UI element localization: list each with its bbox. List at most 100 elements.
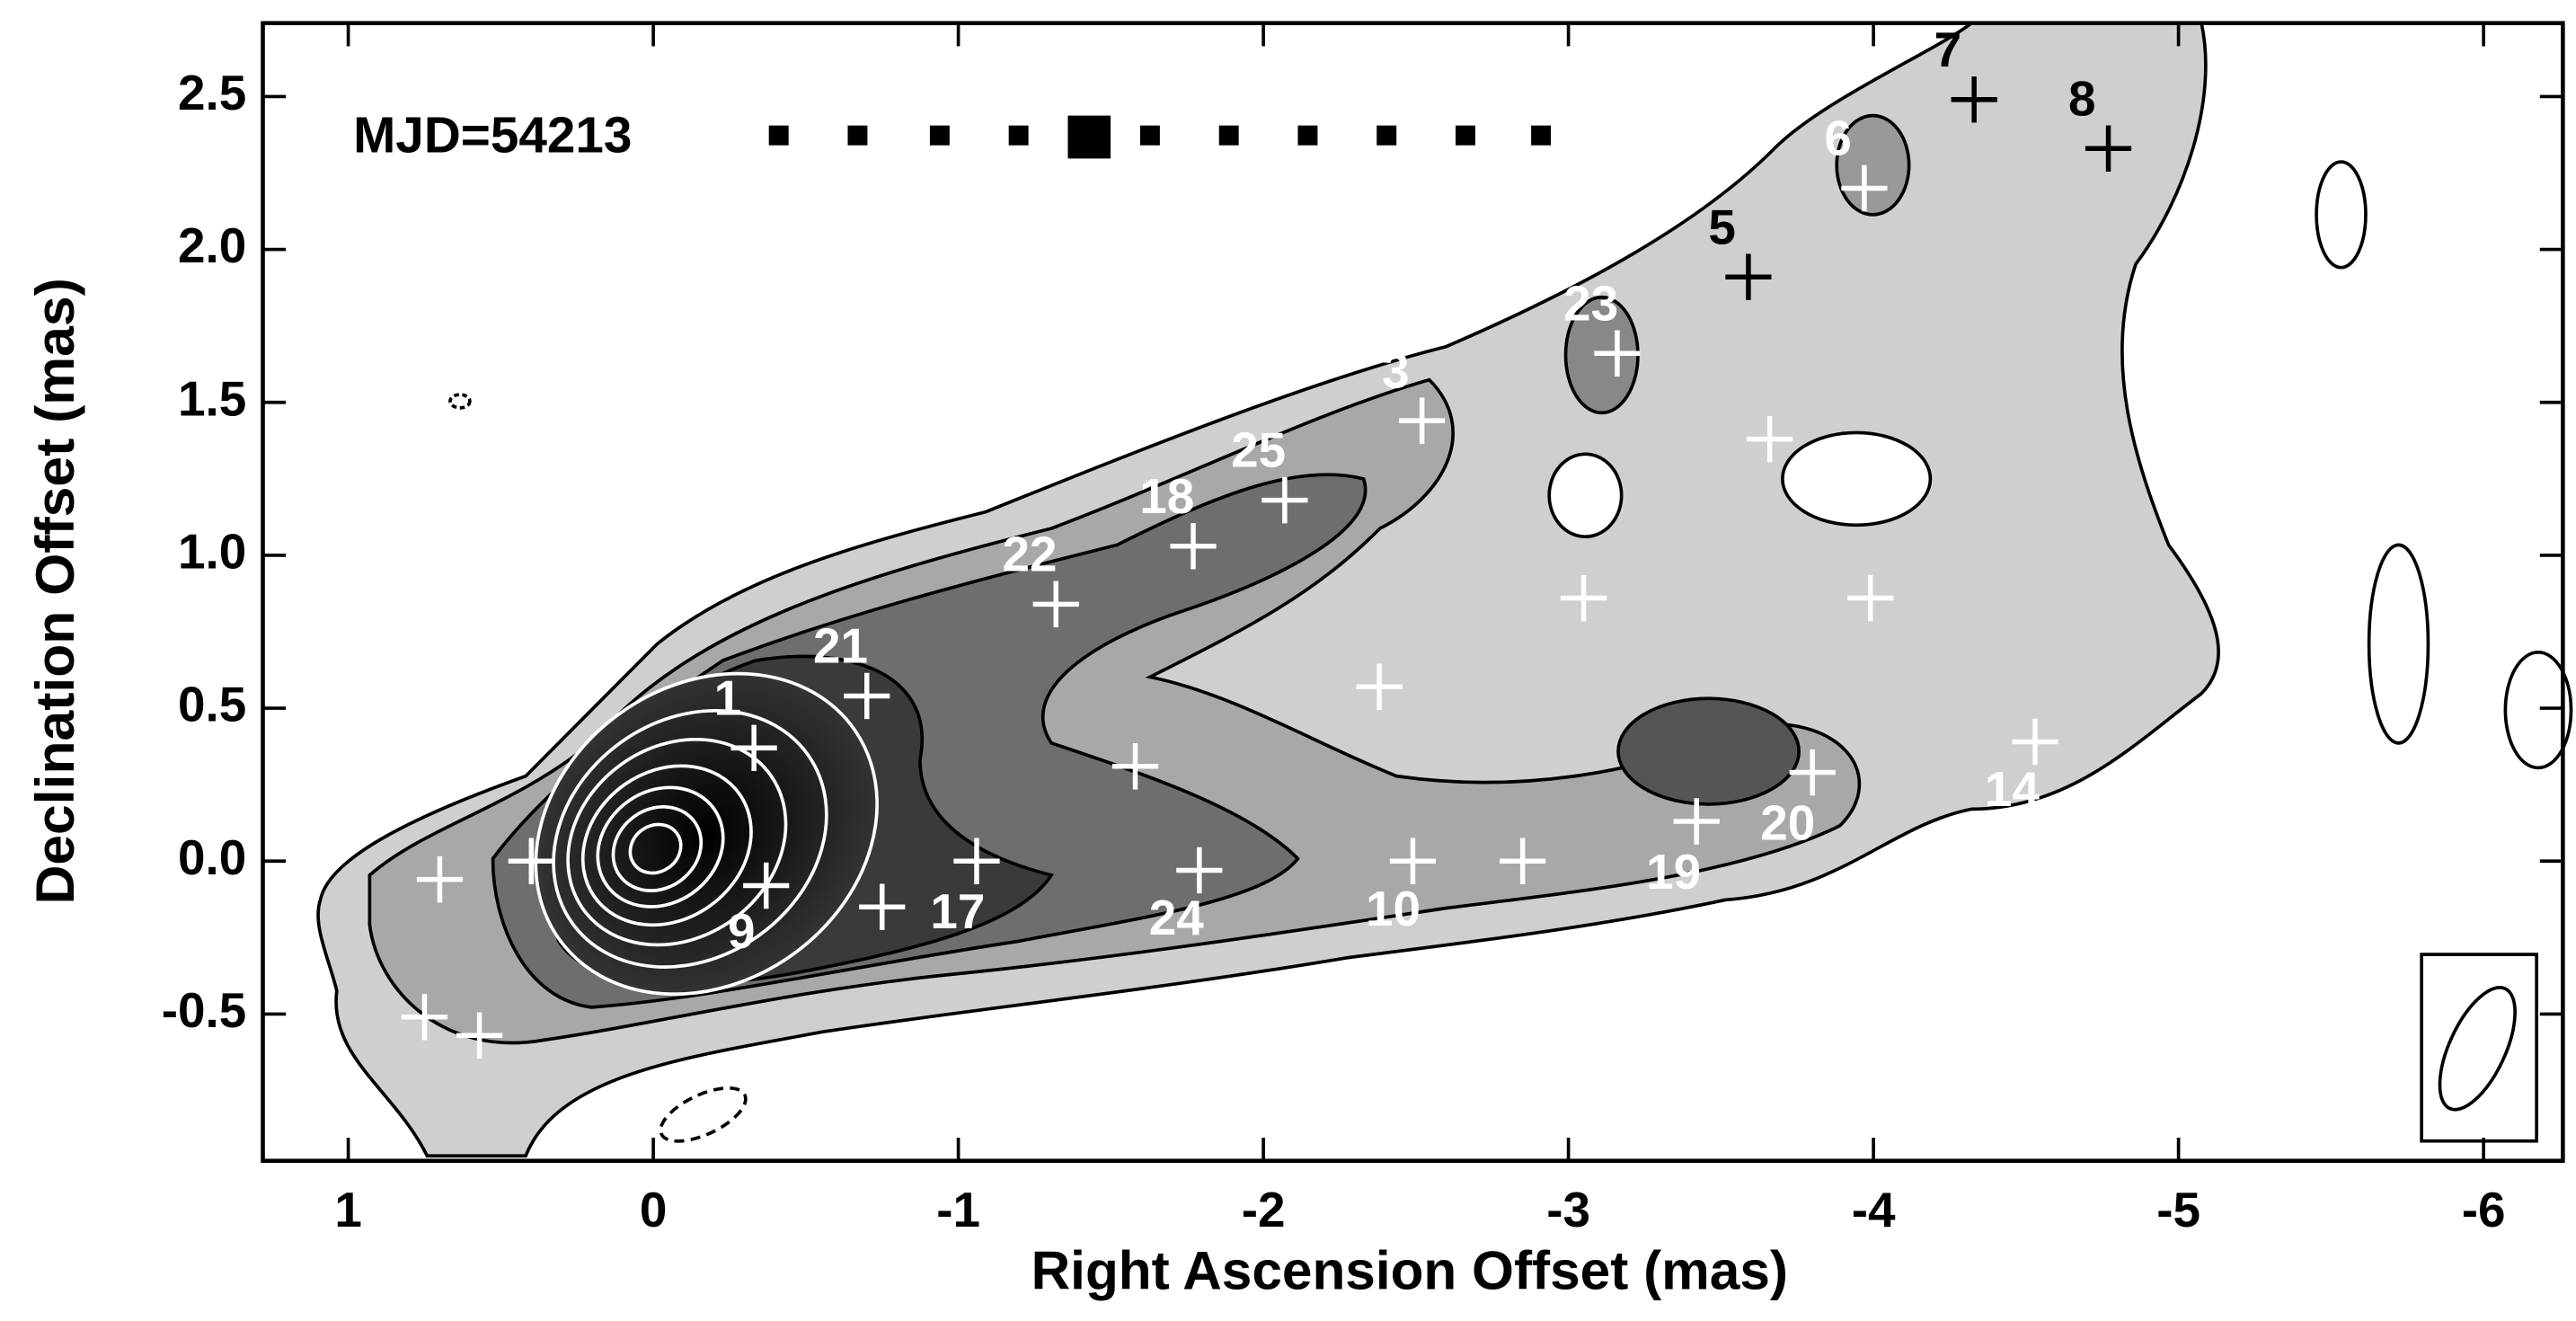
component-label: 22 — [1002, 526, 1057, 581]
y-tick-label: 1.0 — [178, 523, 246, 579]
component-label: 23 — [1563, 275, 1618, 331]
component-label: 24 — [1149, 890, 1204, 945]
beam-ellipse — [2438, 986, 2517, 1112]
time-marker — [1008, 125, 1029, 146]
contour — [2315, 160, 2368, 270]
x-tick-label: 1 — [334, 1182, 362, 1237]
y-tick-label: 2.0 — [178, 217, 246, 273]
component-cross — [844, 672, 890, 720]
component-label: 1 — [714, 669, 742, 725]
plot-frame — [261, 21, 2565, 1164]
contour — [2503, 650, 2573, 770]
y-tick-label: 2.5 — [178, 65, 246, 120]
beam — [2420, 953, 2538, 1143]
intensity-map — [316, 21, 2573, 1158]
core-contour — [552, 708, 828, 969]
component-cross — [743, 862, 790, 909]
contour — [659, 1086, 748, 1143]
core-contour — [628, 822, 683, 875]
contour — [1547, 452, 1624, 539]
component-cross — [1951, 76, 1997, 123]
component-cross — [1176, 847, 1223, 894]
component-cross — [401, 994, 448, 1041]
component-label: 21 — [813, 617, 868, 673]
time-marker-current — [1067, 115, 1111, 159]
contour — [2367, 543, 2430, 745]
component-cross — [1399, 397, 1446, 444]
component-cross — [1032, 581, 1079, 628]
component-label: 8 — [2068, 70, 2096, 126]
component-cross — [1560, 574, 1607, 622]
component-label: 25 — [1231, 422, 1286, 478]
component-label: 18 — [1139, 468, 1194, 524]
component-cross — [1789, 749, 1836, 796]
time-marker — [1531, 125, 1552, 146]
x-tick-label: -2 — [1242, 1182, 1286, 1237]
component-cross — [456, 1012, 503, 1059]
component-label: 7 — [1934, 22, 1962, 77]
component-label: 19 — [1646, 844, 1701, 900]
component-cross — [1170, 522, 1217, 570]
y-axis-label: Declination Offset (mas) — [24, 278, 85, 904]
x-tick-label: -4 — [1852, 1182, 1896, 1237]
component-cross — [1594, 330, 1641, 377]
component-label: 3 — [1382, 342, 1410, 398]
component-cross — [953, 838, 1000, 884]
time-marker — [1218, 125, 1239, 146]
component-cross — [1841, 164, 1888, 212]
component-cross — [730, 724, 777, 772]
component-cross — [1261, 476, 1308, 524]
time-indicator — [768, 115, 1552, 159]
core-contour — [566, 737, 788, 947]
core-contour — [580, 764, 753, 927]
contour — [1616, 696, 1801, 806]
component-cross — [1725, 253, 1772, 300]
component-cross — [1389, 838, 1437, 884]
x-tick-label: 0 — [640, 1182, 668, 1237]
epoch-label: MJD=54213 — [353, 107, 632, 164]
time-marker — [929, 125, 950, 146]
component-cross — [2012, 718, 2058, 766]
x-axis-label: Right Ascension Offset (mas) — [1031, 1239, 1788, 1300]
component-cross — [1673, 798, 1720, 845]
time-marker — [847, 125, 868, 146]
component-label: 20 — [1760, 795, 1815, 851]
core-contours — [534, 671, 879, 997]
core-contour — [611, 804, 704, 892]
component-cross — [1500, 838, 1546, 884]
time-marker — [1456, 125, 1475, 146]
x-tick-label: -6 — [2462, 1182, 2506, 1237]
component-label: 17 — [930, 883, 985, 939]
component-label: 6 — [1824, 110, 1852, 165]
component-cross — [859, 883, 906, 931]
core-contour — [534, 671, 879, 997]
x-tick-label: -1 — [936, 1182, 980, 1237]
component-label: 10 — [1366, 881, 1421, 936]
y-tick-label: -0.5 — [162, 982, 247, 1038]
component-cross — [1847, 574, 1894, 622]
x-tick-label: -3 — [1546, 1182, 1590, 1237]
component-cross — [2085, 125, 2132, 172]
time-marker — [1139, 125, 1160, 146]
component-label: 14 — [1985, 761, 2040, 817]
time-marker — [1297, 125, 1318, 146]
time-marker — [768, 125, 789, 146]
time-marker — [1377, 125, 1397, 146]
component-label: 9 — [728, 903, 756, 959]
component-cross — [1747, 415, 1793, 463]
y-tick-label: 1.5 — [178, 370, 246, 426]
beam-box — [2420, 953, 2538, 1143]
component-cross — [508, 838, 554, 884]
x-tick-label: -5 — [2156, 1182, 2200, 1237]
component-cross — [1356, 663, 1403, 710]
component-cross — [416, 856, 464, 903]
y-tick-label: 0.5 — [178, 677, 246, 732]
y-tick-label: 0.0 — [178, 829, 246, 885]
component-label: 5 — [1708, 199, 1736, 254]
component-cross — [1111, 743, 1159, 790]
core-contour — [596, 785, 725, 909]
contour — [448, 393, 472, 410]
contour — [1781, 430, 1933, 528]
